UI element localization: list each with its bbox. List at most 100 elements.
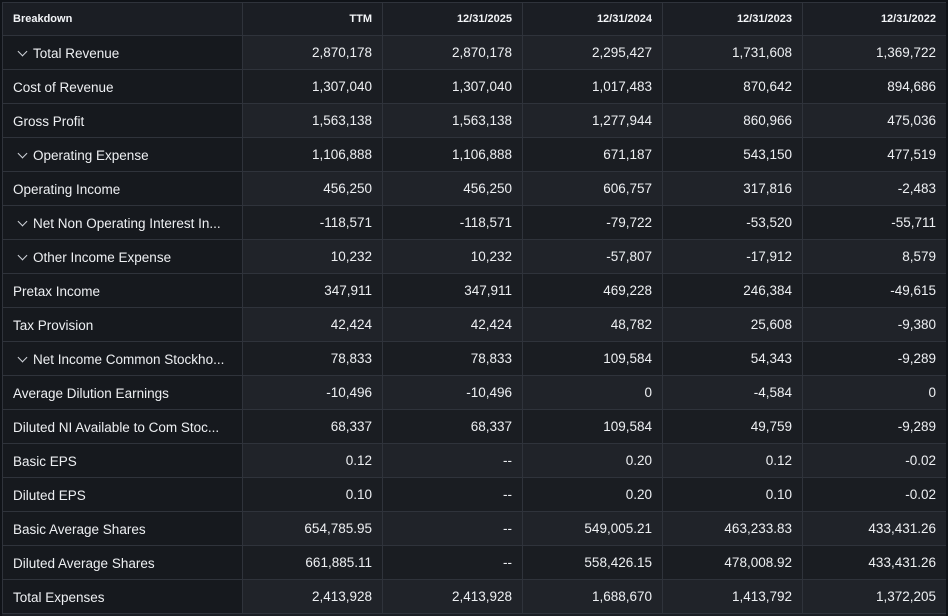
header-period-2025: 12/31/2025 (382, 2, 523, 36)
value-cell: 2,295,427 (522, 35, 663, 70)
row-label-cell: Operating Income (2, 171, 243, 206)
value-cell: -- (382, 545, 523, 580)
table-row: Gross Profit 1,563,138 1,563,138 1,277,944 8… (2, 103, 946, 138)
value-cell: 0 (522, 375, 663, 410)
value-cell: 558,426.15 (522, 545, 663, 580)
value-cell: -118,571 (242, 205, 383, 240)
value-cell: 0.20 (522, 477, 663, 512)
chevron-down-icon[interactable] (17, 250, 28, 261)
value-cell: 1,369,722 (802, 35, 946, 70)
value-cell: -55,711 (802, 205, 946, 240)
value-cell: 478,008.92 (662, 545, 803, 580)
chevron-down-icon[interactable] (17, 46, 28, 57)
value-cell: 654,785.95 (242, 511, 383, 546)
value-cell: 1,563,138 (382, 103, 523, 138)
value-cell: 475,036 (802, 103, 946, 138)
table-row: Pretax Income 347,911 347,911 469,228 246,38… (2, 273, 946, 308)
value-cell: -9,289 (802, 409, 946, 444)
value-cell: -57,807 (522, 239, 663, 274)
value-cell: 78,833 (382, 341, 523, 376)
value-cell: 347,911 (382, 273, 523, 308)
value-cell: -- (382, 511, 523, 546)
table-row: Diluted Average Shares 661,885.11 -- 558,42… (2, 545, 946, 580)
value-cell: 456,250 (242, 171, 383, 206)
table-row[interactable]: Net Income Common Stockho... 78,833 78,833… (2, 341, 946, 376)
row-label: Basic EPS (13, 453, 77, 469)
value-cell: -- (382, 443, 523, 478)
table-row[interactable]: Net Non Operating Interest In... -118,571… (2, 205, 946, 240)
row-label: Pretax Income (13, 283, 101, 299)
row-label-cell[interactable]: Net Income Common Stockho... (2, 341, 243, 376)
table-row: Diluted NI Available to Com Stoc... 68,33… (2, 409, 946, 444)
header-period-2023: 12/31/2023 (662, 2, 803, 36)
row-label-cell[interactable]: Total Revenue (2, 35, 243, 70)
chevron-down-icon[interactable] (17, 352, 28, 363)
row-label-cell: Total Expenses (2, 579, 243, 614)
value-cell: 2,413,928 (242, 579, 383, 614)
chevron-down-icon[interactable] (17, 148, 28, 159)
value-cell: 1,307,040 (382, 69, 523, 104)
value-cell: 0 (802, 375, 946, 410)
value-cell: 0.12 (662, 443, 803, 478)
value-cell: 870,642 (662, 69, 803, 104)
value-cell: 1,731,608 (662, 35, 803, 70)
table-row: Total Expenses 2,413,928 2,413,928 1,688,67… (2, 579, 946, 614)
value-cell: -49,615 (802, 273, 946, 308)
row-label-cell: Tax Provision (2, 307, 243, 342)
value-cell: -10,496 (242, 375, 383, 410)
row-label-cell: Basic EPS (2, 443, 243, 478)
value-cell: 433,431.26 (802, 545, 946, 580)
row-label-cell: Basic Average Shares (2, 511, 243, 546)
value-cell: 246,384 (662, 273, 803, 308)
value-cell: 860,966 (662, 103, 803, 138)
value-cell: 49,759 (662, 409, 803, 444)
chevron-down-icon[interactable] (17, 216, 28, 227)
value-cell: 671,187 (522, 137, 663, 172)
table-row: Operating Income 456,250 456,250 606,757 317… (2, 171, 946, 206)
header-row: Breakdown TTM 12/31/2025 12/31/2024 12/3… (2, 2, 946, 36)
row-label-cell[interactable]: Net Non Operating Interest In... (2, 205, 243, 240)
value-cell: 1,307,040 (242, 69, 383, 104)
value-cell: 549,005.21 (522, 511, 663, 546)
value-cell: 1,413,792 (662, 579, 803, 614)
row-label-cell: Average Dilution Earnings (2, 375, 243, 410)
row-label-cell: Cost of Revenue (2, 69, 243, 104)
value-cell: 2,413,928 (382, 579, 523, 614)
value-cell: 10,232 (242, 239, 383, 274)
row-label-cell: Diluted NI Available to Com Stoc... (2, 409, 243, 444)
row-label: Average Dilution Earnings (13, 385, 169, 401)
value-cell: 68,337 (382, 409, 523, 444)
table-row[interactable]: Operating Expense 1,106,888 1,106,888 671,1… (2, 137, 946, 172)
value-cell: 10,232 (382, 239, 523, 274)
header-period-2022: 12/31/2022 (802, 2, 946, 36)
table-row[interactable]: Other Income Expense 10,232 10,232 -57,807-… (2, 239, 946, 274)
value-cell: -9,380 (802, 307, 946, 342)
row-label: Other Income Expense (33, 249, 172, 265)
value-cell: 2,870,178 (382, 35, 523, 70)
value-cell: 42,424 (242, 307, 383, 342)
value-cell: 317,816 (662, 171, 803, 206)
value-cell: 477,519 (802, 137, 946, 172)
row-label-cell[interactable]: Operating Expense (2, 137, 243, 172)
header-breakdown: Breakdown (2, 2, 243, 36)
value-cell: 68,337 (242, 409, 383, 444)
value-cell: 1,563,138 (242, 103, 383, 138)
value-cell: -53,520 (662, 205, 803, 240)
value-cell: 433,431.26 (802, 511, 946, 546)
value-cell: -2,483 (802, 171, 946, 206)
value-cell: 78,833 (242, 341, 383, 376)
value-cell: -- (382, 477, 523, 512)
row-label-cell[interactable]: Other Income Expense (2, 239, 243, 274)
row-label: Operating Income (13, 181, 121, 197)
row-label: Total Expenses (13, 589, 105, 605)
value-cell: 0.10 (242, 477, 383, 512)
value-cell: -4,584 (662, 375, 803, 410)
row-label: Operating Expense (33, 147, 149, 163)
value-cell: 1,688,670 (522, 579, 663, 614)
row-label: Diluted EPS (13, 487, 86, 503)
row-label-cell: Gross Profit (2, 103, 243, 138)
table-row[interactable]: Total Revenue 2,870,178 2,870,178 2,295,427… (2, 35, 946, 70)
value-cell: 48,782 (522, 307, 663, 342)
value-cell: 1,277,944 (522, 103, 663, 138)
